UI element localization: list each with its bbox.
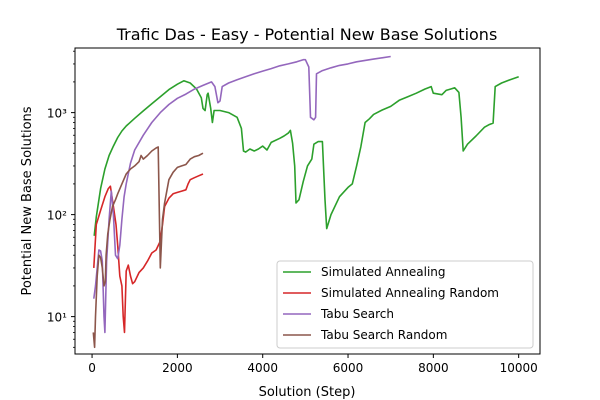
chart-title: Trafic Das - Easy - Potential New Base S…	[116, 25, 498, 44]
y-tick-label: 10³	[47, 107, 67, 121]
x-axis-label: Solution (Step)	[259, 385, 356, 400]
legend-label-3: Tabu Search Random	[320, 328, 447, 342]
legend-label-2: Tabu Search	[320, 307, 394, 321]
legend-label-1: Simulated Annealing Random	[321, 286, 499, 300]
legend: Simulated Annealing Simulated Annealing R…	[277, 261, 533, 348]
y-tick-label: 10¹	[47, 311, 67, 325]
x-tick-label: 10000	[500, 361, 538, 375]
legend-label-0: Simulated Annealing	[321, 265, 446, 279]
x-tick-label: 6000	[333, 361, 364, 375]
x-tick-label: 4000	[247, 361, 278, 375]
x-tick-label: 2000	[162, 361, 193, 375]
y-axis-label: Potential New Base Solutions	[20, 106, 35, 295]
x-tick-label: 0	[88, 361, 96, 375]
y-tick-label: 10²	[47, 209, 67, 223]
x-tick-label: 8000	[418, 361, 449, 375]
